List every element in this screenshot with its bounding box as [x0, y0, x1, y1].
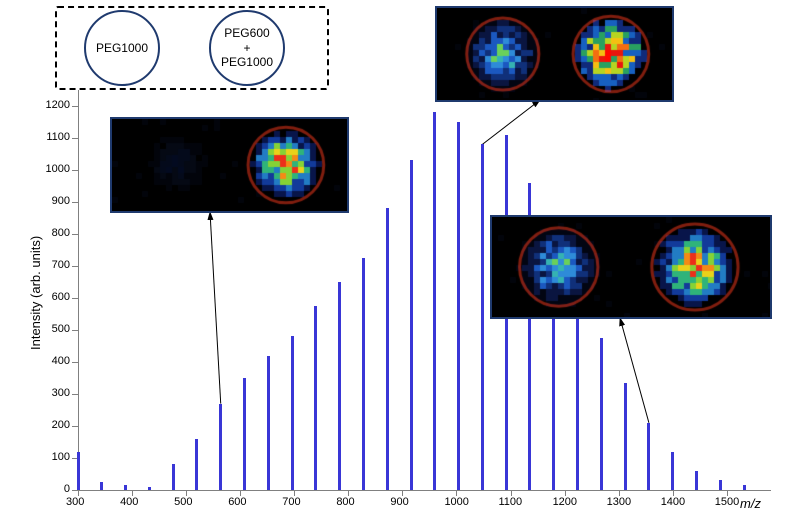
- ms-image-inset: [435, 6, 674, 102]
- y-tick-label: 600: [52, 291, 70, 303]
- ms-image-inset: [110, 117, 349, 213]
- y-tick-label: 0: [64, 483, 70, 495]
- x-tick-label: 1200: [553, 496, 577, 508]
- y-axis-label: Intensity (arb. units): [28, 236, 43, 350]
- x-tick-label: 800: [336, 496, 354, 508]
- spectrum-bar: [148, 487, 151, 490]
- y-tick-label: 800: [52, 227, 70, 239]
- x-tick-label: 600: [228, 496, 246, 508]
- y-tick-label: 700: [52, 259, 70, 271]
- x-tick-label: 400: [120, 496, 138, 508]
- ms-image-inset: [490, 215, 772, 319]
- x-axis-label: m/z: [740, 496, 761, 511]
- spectrum-bar: [386, 208, 389, 490]
- y-tick-label: 100: [52, 451, 70, 463]
- spectrum-bar: [291, 336, 294, 490]
- spectrum-bar: [743, 485, 746, 490]
- x-tick-label: 700: [282, 496, 300, 508]
- y-tick-label: 200: [52, 419, 70, 431]
- y-tick-label: 500: [52, 323, 70, 335]
- sample-spot-label: PEG600+PEG1000: [209, 10, 285, 86]
- spectrum-bar: [338, 282, 341, 490]
- x-tick-label: 300: [66, 496, 84, 508]
- spectrum-bar: [481, 144, 484, 490]
- spectrum-bar: [695, 471, 698, 490]
- spectrum-bar: [314, 306, 317, 490]
- sample-spot-label: PEG1000: [84, 10, 160, 86]
- x-tick-label: 1300: [607, 496, 631, 508]
- spectrum-bar: [433, 112, 436, 490]
- spectrum-bar: [195, 439, 198, 490]
- y-tick-label: 1200: [46, 99, 70, 111]
- spectrum-bar: [172, 464, 175, 490]
- x-tick-label: 1400: [661, 496, 685, 508]
- spectrum-bar: [100, 482, 103, 490]
- spectrum-bar: [124, 485, 127, 490]
- spectrum-bar: [600, 338, 603, 490]
- spectrum-bar: [219, 404, 222, 490]
- y-tick-label: 400: [52, 355, 70, 367]
- x-tick-label: 1100: [499, 496, 523, 508]
- spectrum-bar: [647, 423, 650, 490]
- x-tick-label: 500: [174, 496, 192, 508]
- spectrum-bar: [77, 452, 80, 490]
- y-tick-label: 1000: [46, 163, 70, 175]
- spectrum-bar: [624, 383, 627, 490]
- x-tick-label: 900: [390, 496, 408, 508]
- spectrum-bar: [243, 378, 246, 490]
- spectrum-bar: [362, 258, 365, 490]
- spectrum-bar: [719, 480, 722, 490]
- spectrum-bar: [671, 452, 674, 490]
- y-tick-label: 900: [52, 195, 70, 207]
- x-tick-label: 1000: [444, 496, 468, 508]
- spectrum-bar: [410, 160, 413, 490]
- spectrum-bar: [457, 122, 460, 490]
- y-tick-label: 300: [52, 387, 70, 399]
- spectrum-bar: [267, 356, 270, 490]
- y-tick-label: 1100: [46, 131, 70, 143]
- x-tick-label: 1500: [715, 496, 739, 508]
